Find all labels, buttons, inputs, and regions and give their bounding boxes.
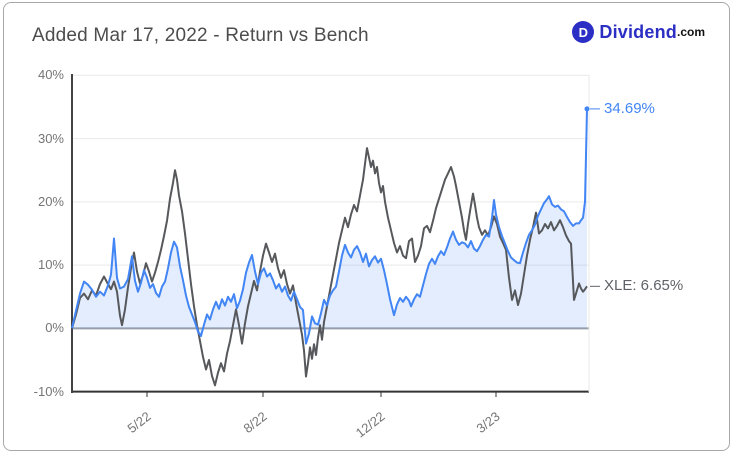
y-axis-tick-label: 30%: [37, 130, 64, 146]
y-axis-tick-label: 10%: [37, 257, 64, 273]
portfolio-area-fill: [72, 108, 587, 344]
dividend-logo-icon: D: [572, 21, 595, 43]
dividend-logo-name: Dividend: [599, 21, 677, 42]
chart-card: Added Mar 17, 2022 - Return vs Bench D D…: [3, 2, 730, 451]
portfolio-line: [71, 108, 588, 345]
portfolio-final-value-label: 34.69%: [604, 99, 655, 117]
return-vs-bench-chart: [71, 74, 600, 397]
benchmark-final-value-label: XLE: 6.65%: [604, 277, 684, 295]
dividend-logo-tld: .com: [676, 25, 705, 39]
y-axis-tick-label: 20%: [37, 193, 64, 209]
benchmark-line-xle: [71, 147, 588, 387]
dividend-logo: D Dividend .com: [572, 21, 705, 43]
portfolio-endpoint-dot: [584, 106, 590, 112]
y-axis-tick-label: 0%: [45, 320, 64, 336]
chart-title: Added Mar 17, 2022 - Return vs Bench: [32, 25, 369, 46]
y-axis-tick-label: -10%: [33, 383, 64, 399]
y-axis-tick-label: 40%: [37, 67, 64, 83]
